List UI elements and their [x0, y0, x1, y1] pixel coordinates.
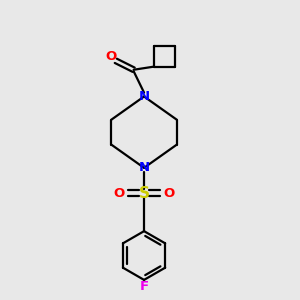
- Text: O: O: [163, 187, 174, 200]
- Text: O: O: [114, 187, 125, 200]
- Text: N: N: [139, 90, 150, 103]
- Text: S: S: [139, 186, 150, 201]
- Text: N: N: [139, 161, 150, 174]
- Text: F: F: [140, 280, 148, 293]
- Text: O: O: [106, 50, 117, 63]
